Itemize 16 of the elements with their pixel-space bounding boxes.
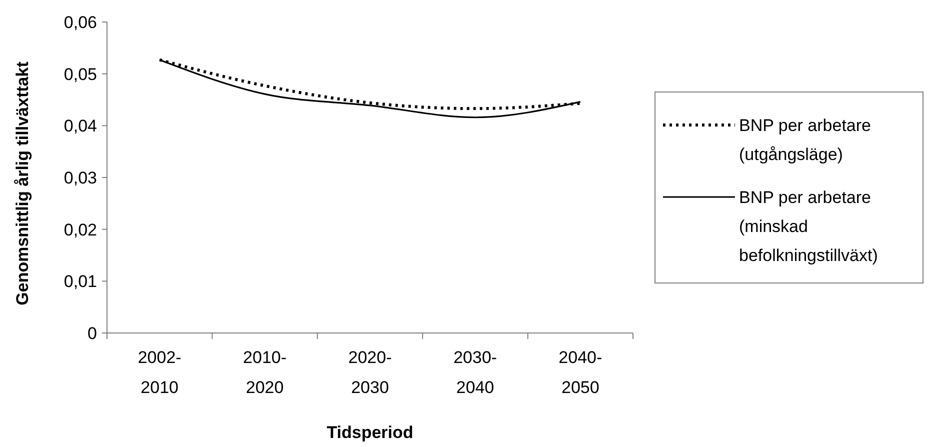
x-tick-label: 2020- 2030 bbox=[348, 348, 392, 397]
y-tick-label: 0,02 bbox=[64, 220, 97, 240]
x-tick-label: 2002- 2010 bbox=[138, 348, 182, 397]
y-tick-label: 0,01 bbox=[64, 272, 97, 292]
y-tick-label: 0,06 bbox=[64, 12, 97, 32]
y-tick-label: 0 bbox=[88, 324, 97, 343]
x-tick-label: 2030- 2040 bbox=[453, 348, 497, 397]
legend-label: BNP per arbetare (utgångsläge) bbox=[739, 116, 871, 164]
legend-label: BNP per arbetare (minskad befolkningstillväxt) bbox=[739, 188, 878, 265]
y-tick-label: 0,03 bbox=[64, 168, 97, 188]
x-axis-title: Tidsperiod bbox=[326, 423, 414, 442]
y-axis-title: Genomsnittlig årlig tillväxttakt bbox=[13, 61, 32, 306]
y-tick-label: 0,05 bbox=[64, 64, 97, 84]
y-tick-label: 0,04 bbox=[64, 116, 97, 136]
x-tick-label: 2040- 2050 bbox=[558, 348, 602, 397]
x-tick-label: 2010- 2020 bbox=[243, 348, 287, 397]
